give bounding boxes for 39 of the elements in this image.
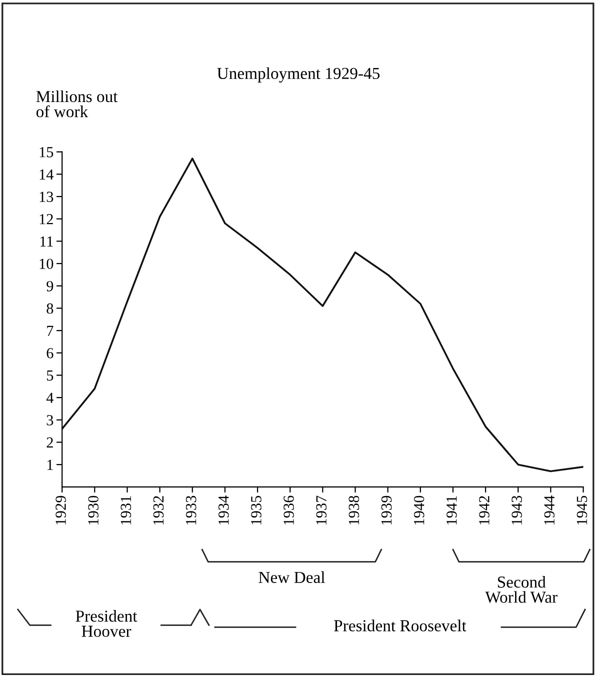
y-tick-label: 11 (40, 236, 53, 247)
text: New Deal (258, 571, 325, 584)
x-tick-label: 1944 (544, 495, 555, 524)
x-tick-label: 1945 (576, 496, 588, 524)
x-tick-label: 1931 (120, 496, 132, 524)
y-tick-label: 14 (40, 169, 54, 180)
y-tick-label: 12 (40, 214, 53, 224)
y-tick-label: 7 (47, 326, 54, 336)
y-axis-title: Millions out of work (36, 90, 118, 118)
x-tick-label: 1937 (316, 496, 327, 524)
text: Second World War (485, 576, 558, 603)
y-tick-label: 6 (46, 348, 54, 358)
text: President Hoover (76, 610, 138, 637)
x-tick-label: 1934 (218, 495, 229, 524)
x-tick-label: 1940 (414, 496, 424, 524)
x-tick-label: 1929 (56, 496, 66, 524)
x-tick-label: 1942 (479, 496, 490, 524)
x-tick-label: 1938 (348, 496, 360, 524)
y-tick-label: 1 (47, 460, 53, 470)
y-tick-label: 8 (46, 303, 54, 314)
line-series (62, 158, 584, 472)
x-tick-label: 1943 (512, 496, 522, 524)
y-tick-label: 10 (40, 258, 54, 269)
x-tick-label: 1936 (284, 496, 294, 524)
y-tick-label: 3 (46, 415, 54, 426)
y-tick-label: 5 (47, 370, 54, 381)
y-tick-label: 9 (46, 281, 54, 292)
y-tick-label: 2 (46, 437, 53, 448)
x-tick-label: 1939 (381, 496, 392, 524)
y-tick-label: 4 (46, 392, 54, 403)
x-tick-label: 1933 (186, 496, 196, 524)
text: President Roosevelt (334, 620, 466, 632)
chart-title: Unemployment 1929-45 (217, 67, 380, 82)
y-tick-label: 15 (40, 147, 54, 158)
y-tick-label: 13 (40, 192, 54, 202)
x-tick-label: 1930 (88, 496, 98, 524)
x-tick-label: 1935 (251, 496, 262, 524)
x-tick-label: 1932 (153, 496, 164, 524)
x-tick-label: 1941 (446, 496, 457, 524)
